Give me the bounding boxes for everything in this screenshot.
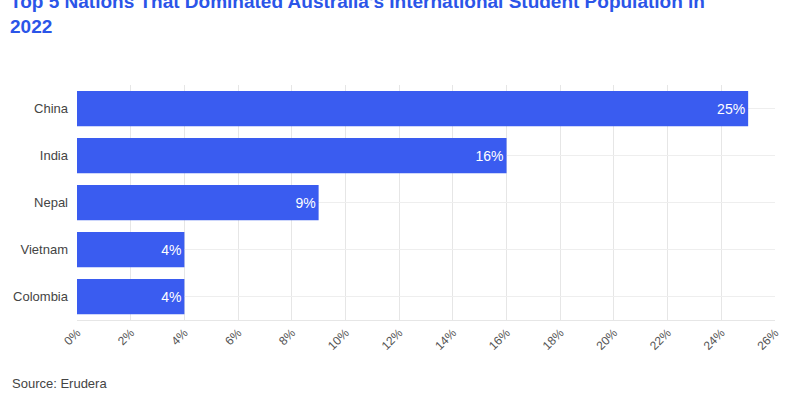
svg-text:18%: 18%	[540, 326, 567, 353]
svg-text:0%: 0%	[61, 326, 83, 348]
svg-text:4%: 4%	[161, 242, 181, 258]
svg-text:Top 5 Nations That Dominated A: Top 5 Nations That Dominated Australia’s…	[10, 0, 705, 37]
svg-text:Vietnam: Vietnam	[21, 242, 68, 257]
svg-text:8%: 8%	[276, 326, 298, 348]
svg-text:Colombia: Colombia	[13, 289, 69, 304]
svg-text:26%: 26%	[754, 326, 781, 353]
svg-text:24%: 24%	[701, 326, 728, 353]
svg-text:10%: 10%	[325, 326, 352, 353]
svg-text:25%: 25%	[717, 101, 745, 117]
svg-text:2%: 2%	[115, 326, 137, 348]
svg-text:Nepal: Nepal	[34, 195, 68, 210]
svg-text:9%: 9%	[295, 195, 315, 211]
svg-text:16%: 16%	[486, 326, 513, 353]
svg-text:14%: 14%	[432, 326, 459, 353]
svg-text:6%: 6%	[222, 326, 244, 348]
svg-text:12%: 12%	[379, 326, 406, 353]
svg-text:22%: 22%	[647, 326, 674, 353]
svg-text:Source: Erudera: Source: Erudera	[12, 376, 107, 391]
svg-text:China: China	[34, 101, 69, 116]
svg-text:4%: 4%	[169, 326, 191, 348]
svg-text:4%: 4%	[161, 289, 181, 305]
svg-text:India: India	[40, 148, 69, 163]
svg-text:16%: 16%	[476, 148, 504, 164]
svg-text:20%: 20%	[593, 326, 620, 353]
